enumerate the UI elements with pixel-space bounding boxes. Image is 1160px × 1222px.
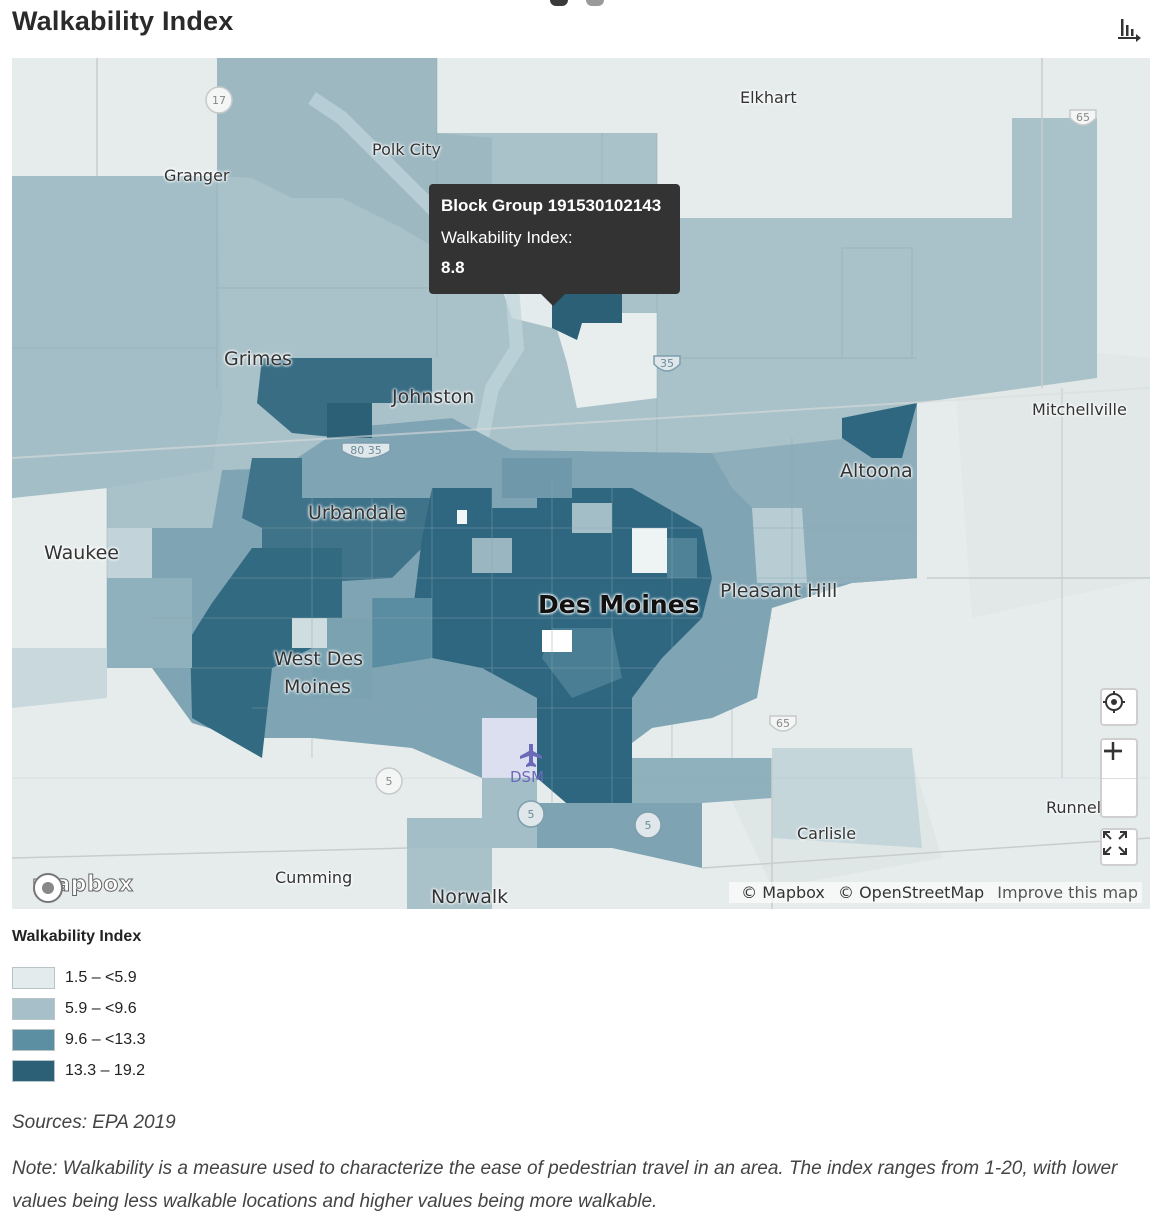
pager-dot-2[interactable] (586, 0, 604, 6)
zoom-out-button[interactable] (1102, 749, 1136, 817)
legend-label: 1.5 – <5.9 (65, 968, 137, 986)
legend-item: 1.5 – <5.9 (12, 962, 146, 993)
legend-item: 5.9 – <9.6 (12, 993, 146, 1024)
place-norwalk: Norwalk (431, 886, 509, 908)
attribution-osm-link[interactable]: © OpenStreetMap (838, 883, 985, 902)
shield-5-mid: 5 (528, 808, 535, 821)
shield-65-south: 65 (776, 717, 790, 730)
tooltip-title: Block Group 191530102143 (441, 196, 662, 215)
zoom-controls (1100, 738, 1138, 818)
legend-item: 13.3 – 19.2 (12, 1055, 146, 1086)
minus-icon (1104, 749, 1122, 753)
place-pleasant-hill: Pleasant Hill (720, 580, 838, 602)
shield-35: 35 (660, 357, 674, 370)
attribution-mapbox-link[interactable]: © Mapbox (741, 883, 825, 902)
place-cumming: Cumming (275, 868, 353, 887)
place-urbandale: Urbandale (308, 502, 407, 524)
highway-shields (205, 86, 1097, 839)
legend-label: 9.6 – <13.3 (65, 1030, 146, 1048)
legend-title: Walkability Index (12, 928, 142, 945)
sources-text: Sources: EPA 2019 (12, 1112, 176, 1133)
pager-dot-1[interactable] (550, 0, 568, 6)
place-west-des-moines-1: West Des (274, 648, 363, 670)
place-johnston: Johnston (392, 386, 475, 408)
mapbox-logo[interactable]: mapbox (32, 872, 134, 903)
shield-65-north: 65 (1076, 111, 1090, 124)
improve-map-link[interactable]: Improve this map (997, 883, 1138, 902)
mapbox-logo-icon (33, 873, 63, 903)
place-granger: Granger (164, 166, 230, 185)
choropleth-map[interactable]: 17 65 35 80 35 65 5 5 5 Elkhart Polk Cit… (12, 58, 1150, 909)
carousel-pager (550, 0, 604, 6)
map-legend: 1.5 – <5.9 5.9 – <9.6 9.6 – <13.3 13.3 –… (12, 962, 146, 1086)
tooltip-value: 8.8 (441, 258, 465, 277)
place-carlisle: Carlisle (797, 824, 857, 843)
legend-label: 13.3 – 19.2 (65, 1061, 146, 1079)
legend-swatch (12, 966, 55, 989)
place-mitchellville: Mitchellville (1032, 400, 1127, 419)
legend-label: 5.9 – <9.6 (65, 999, 137, 1017)
page-title: Walkability Index (12, 6, 234, 36)
legend-swatch (12, 1059, 55, 1082)
place-grimes: Grimes (224, 348, 292, 370)
shield-80-35: 80 35 (350, 444, 382, 457)
place-elkhart: Elkhart (740, 88, 797, 107)
legend-swatch (12, 997, 55, 1020)
bar-chart-icon (1118, 19, 1141, 42)
place-des-moines: Des Moines (538, 590, 700, 619)
place-polk-city: Polk City (372, 140, 442, 159)
crosshair-icon (1103, 691, 1125, 713)
place-waukee: Waukee (44, 542, 119, 564)
place-west-des-moines-2: Moines (284, 676, 351, 698)
map-tooltip: Block Group 191530102143 Walkability Ind… (429, 184, 680, 306)
fullscreen-icon (1103, 831, 1127, 855)
note-text: Note: Walkability is a measure used to c… (12, 1158, 1118, 1212)
place-runnells: Runnel (1046, 798, 1102, 817)
shield-17: 17 (212, 94, 226, 107)
place-altoona: Altoona (840, 460, 913, 482)
airport-icon (520, 744, 542, 767)
chart-view-button[interactable] (1116, 16, 1142, 44)
geolocate-button[interactable] (1100, 688, 1138, 726)
place-dsm-airport: DSM (510, 768, 545, 786)
fullscreen-button[interactable] (1100, 828, 1138, 866)
legend-item: 9.6 – <13.3 (12, 1024, 146, 1055)
shield-5-east: 5 (645, 819, 652, 832)
legend-swatch (12, 1028, 55, 1051)
map-attribution: © Mapbox © OpenStreetMap Improve this ma… (729, 882, 1142, 903)
tooltip-label: Walkability Index: (441, 228, 573, 247)
shield-5-west: 5 (386, 775, 393, 788)
